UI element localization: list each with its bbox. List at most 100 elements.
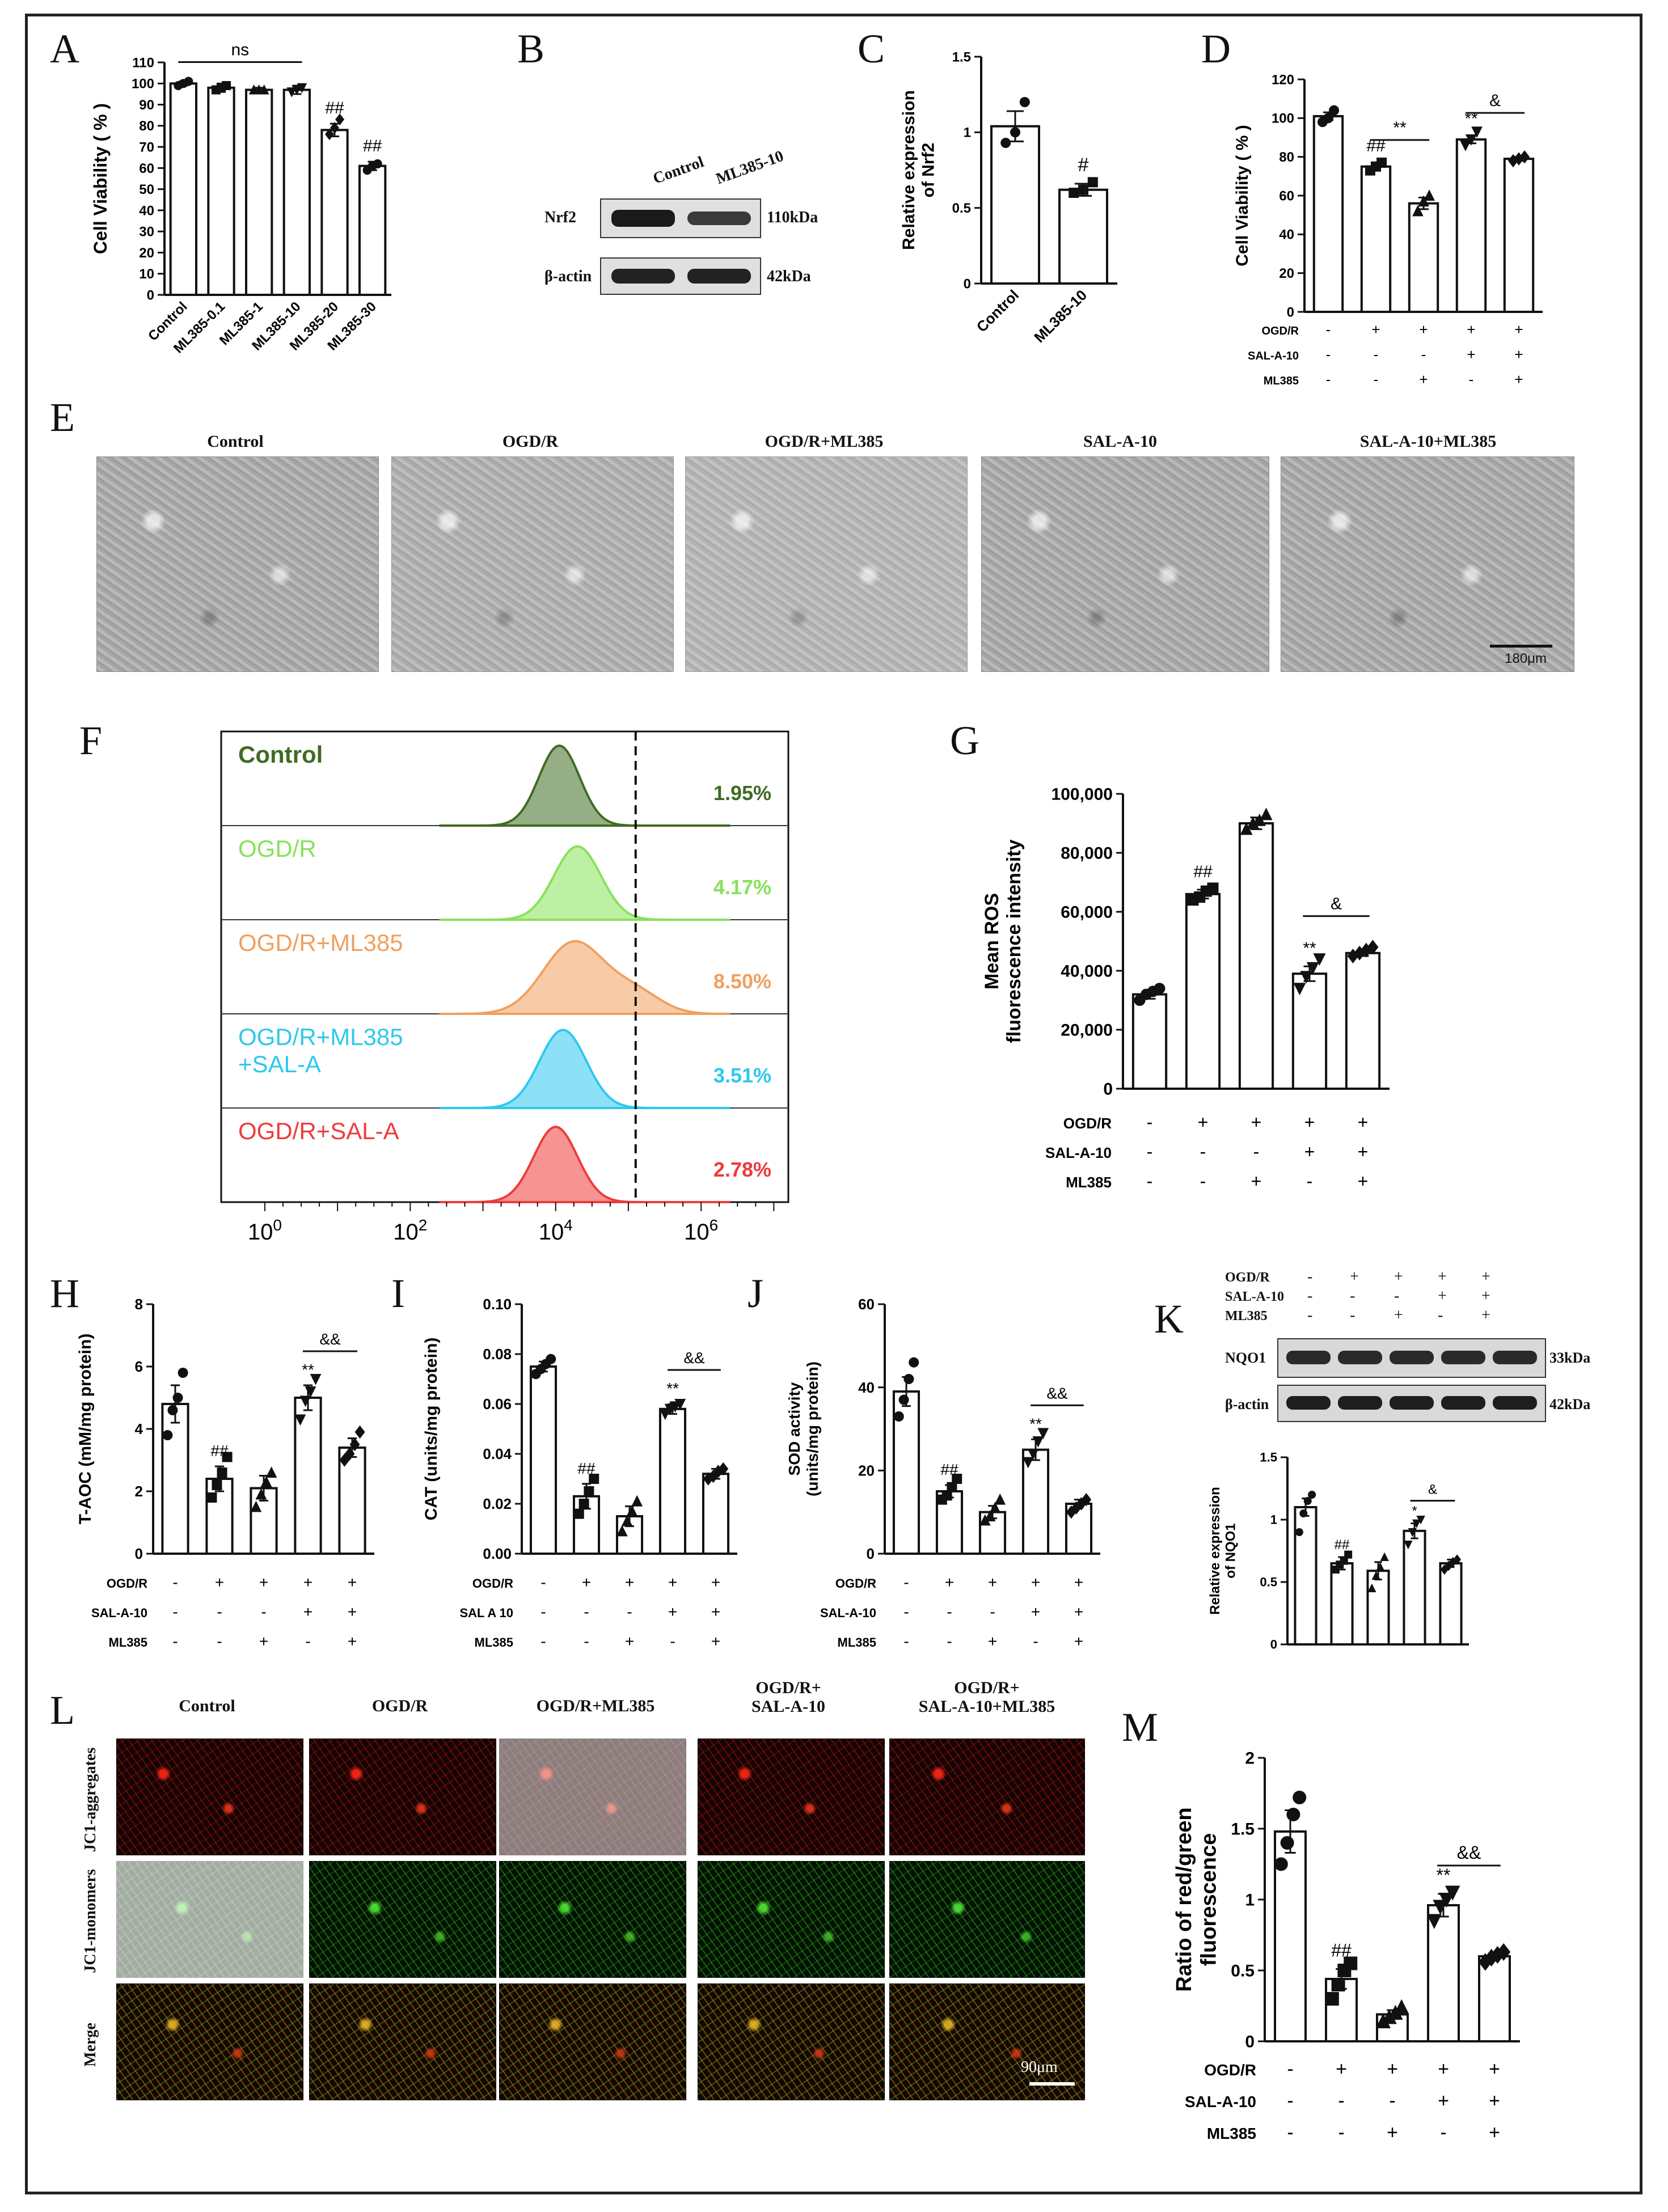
treatment-sign: + [1074, 1574, 1083, 1591]
data-point [674, 1399, 686, 1410]
panel-letter-m: M [1122, 1705, 1159, 1750]
treatment-sign: + [1251, 1171, 1262, 1191]
y-tick-label: 40 [1279, 227, 1294, 243]
treatment-sign: + [711, 1574, 720, 1591]
blot-k-sign: - [1350, 1306, 1355, 1324]
blot-k-band [1286, 1396, 1331, 1410]
y-tick-label: 120 [1272, 72, 1294, 87]
treatment-sign: - [172, 1603, 178, 1621]
bar [1312, 115, 1344, 314]
data-point [1360, 942, 1372, 958]
data-point [589, 1474, 599, 1484]
y-axis-label: Mean ROS [981, 893, 1003, 989]
category-label: ML385-10 [1031, 286, 1090, 346]
blot-k-sign: - [1307, 1306, 1313, 1324]
panel-l-image [698, 1739, 885, 1855]
blot-k-band [1441, 1351, 1485, 1364]
histogram-series-label: OGD/R+SAL-A [238, 1118, 399, 1144]
treatment-sign: + [259, 1574, 268, 1591]
chart-f-flow-histogram: Control 1.95% OGD/R 4.17% OGD/R+ML385 8.50% OG… [220, 730, 789, 1245]
y-tick-label: 20 [1279, 266, 1294, 281]
y-tick-label: 100 [132, 77, 154, 92]
blot-k-row1-size: 33kDa [1549, 1350, 1591, 1366]
data-point [573, 1508, 584, 1519]
y-axis-label: fluorescence intensity [1003, 839, 1025, 1043]
data-point [1069, 188, 1079, 198]
data-point [1253, 813, 1266, 826]
data-point [994, 1493, 1006, 1505]
treatment-sign: + [1467, 321, 1475, 338]
y-axis-label: Ratio of red/green [1172, 1807, 1196, 1991]
blot-k-band [1493, 1351, 1537, 1364]
panel-l-scale-label: 90μm [1021, 2058, 1058, 2076]
treatment-sign: - [1326, 321, 1331, 338]
y-tick-label: 1.5 [952, 49, 971, 65]
treatment-sign: - [1326, 371, 1331, 388]
y-tick-label: 0 [867, 1545, 875, 1562]
data-point [1293, 1791, 1307, 1804]
panel-l-image [309, 1861, 496, 1978]
y-tick-label: 0.06 [483, 1395, 512, 1412]
significance-mark: ** [1029, 1415, 1042, 1432]
data-point [1412, 205, 1424, 217]
treatment-sign: + [1358, 1171, 1369, 1191]
chart-h-taoc: 0 2 4 6 8 T-AOC (mM/mg protein) ## ** && OGD/R - + +… [76, 1296, 374, 1650]
panel-l-image [116, 1861, 303, 1978]
data-point [626, 1505, 638, 1517]
data-point [1453, 1554, 1462, 1565]
treatment-sign: - [1307, 1171, 1313, 1191]
y-axis-label: (units/mg protein) [804, 1361, 821, 1496]
data-point [1325, 1992, 1339, 2006]
blot-b-nrf2-band-ml385 [687, 212, 751, 225]
data-point [1445, 1885, 1460, 1901]
treatment-sign: - [584, 1603, 589, 1621]
panel-e-title-4: SAL-A-10 [1083, 432, 1157, 451]
histogram-percent: 3.51% [713, 1064, 771, 1087]
treatment-sign: - [903, 1574, 909, 1591]
treatment-sign: + [1514, 346, 1523, 363]
y-axis-label: T-AOC (mM/mg protein) [76, 1334, 95, 1525]
data-point [1087, 177, 1098, 188]
data-point [1078, 184, 1088, 195]
y-tick-label: 1 [1270, 1513, 1277, 1527]
significance-mark: * [1412, 1504, 1417, 1519]
data-point [1081, 1492, 1092, 1507]
blot-k-band [1390, 1351, 1434, 1364]
treatment-sign: + [1489, 2090, 1500, 2112]
y-tick-label: 100 [1272, 111, 1294, 126]
treatment-sign: - [1147, 1171, 1153, 1191]
y-tick-label: 60 [858, 1296, 875, 1313]
data-point [1274, 1857, 1288, 1871]
histogram-series-label: OGD/R+ML385 [238, 1023, 403, 1050]
y-tick-label: 0.02 [483, 1495, 512, 1512]
y-tick-label: 110 [132, 55, 154, 70]
data-point [310, 1374, 322, 1385]
treatment-sign: - [1287, 2090, 1293, 2112]
treatment-row-label: ML385 [838, 1635, 876, 1650]
panel-letter-b: B [517, 26, 545, 71]
y-tick-label: 80 [1279, 150, 1294, 165]
blot-k-band [1338, 1396, 1382, 1410]
treatment-sign: + [1358, 1112, 1369, 1132]
treatment-sign: + [259, 1632, 268, 1650]
data-point [1371, 1571, 1380, 1580]
bar [282, 88, 311, 296]
data-point [1344, 1956, 1358, 1970]
panel-e-title-1: Control [207, 432, 264, 451]
bracket-label: & [1428, 1482, 1437, 1498]
blot-k-nqo1-band-box [1277, 1338, 1546, 1378]
treatment-sign: - [947, 1603, 952, 1621]
y-tick-label: 2 [135, 1483, 143, 1500]
treatment-sign: + [1371, 321, 1380, 338]
bar [1455, 138, 1487, 314]
treatment-sign: + [1419, 321, 1428, 338]
data-point [172, 1393, 183, 1403]
significance-mark: ** [1464, 109, 1478, 128]
blot-k-sign: + [1481, 1287, 1490, 1305]
y-tick-label: 50 [139, 182, 154, 197]
treatment-sign: - [1200, 1141, 1206, 1162]
data-point [659, 1409, 671, 1420]
blot-k-sign: - [1307, 1268, 1313, 1285]
treatment-row-label: ML385 [475, 1635, 513, 1650]
blot-k-band [1286, 1351, 1331, 1364]
